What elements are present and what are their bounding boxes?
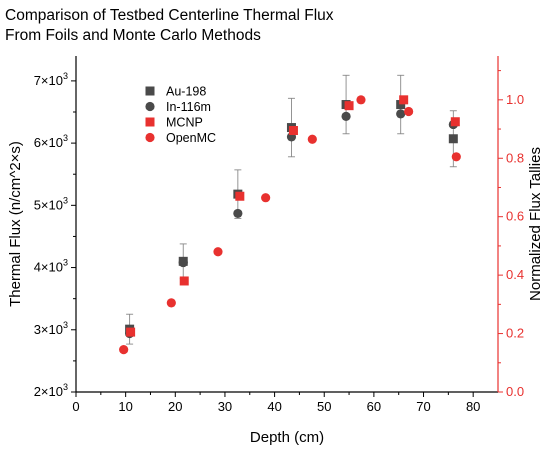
x-tick-label: 40: [267, 399, 281, 414]
in-116m-point: [396, 109, 406, 119]
y-axis-label: Thermal Flux (n/cm^2×s): [7, 141, 24, 307]
y2-tick-label: 1.0: [506, 92, 524, 107]
legend-label: In-116m: [166, 100, 211, 114]
x-tick-label: 10: [118, 399, 132, 414]
y-tick-label: 6×103: [34, 133, 68, 150]
data-marks: [119, 95, 461, 355]
in-116m-point: [341, 111, 351, 121]
y2-tick-label: 0.6: [506, 209, 524, 224]
chart-title-line-2: From Foils and Monte Carlo Methods: [5, 27, 261, 44]
mcnp-point: [450, 117, 460, 127]
x-tick-label: 0: [72, 399, 79, 414]
y-tick-label: 2×103: [34, 382, 68, 399]
legend-marker: [145, 132, 155, 143]
au-198-point: [396, 100, 406, 110]
x-tick-label: 60: [367, 399, 381, 414]
x-tick-label: 20: [168, 399, 182, 414]
openmc-point: [307, 134, 317, 144]
openmc-point: [356, 95, 366, 105]
mcnp-point: [344, 101, 354, 111]
x-tick-label: 80: [466, 399, 480, 414]
openmc-point: [213, 247, 223, 257]
openmc-point: [404, 106, 414, 117]
axes: 0 10 20 30 40 50 60 70 80 2×103 3×103 4×103 5×103 6×1…: [34, 56, 524, 414]
x-tick-label: 30: [218, 399, 232, 414]
in-116m-point: [233, 208, 243, 219]
y-tick-label: 3×103: [34, 320, 68, 337]
openmc-point: [451, 152, 461, 162]
au-198-point: [448, 134, 458, 144]
y2-tick-label: 0.4: [506, 267, 524, 282]
openmc-point: [119, 345, 129, 355]
legend-marker: [145, 117, 155, 127]
y2-tick-label: 0.8: [506, 150, 524, 165]
mcnp-point: [126, 327, 136, 337]
mcnp-point: [288, 126, 298, 136]
y2-axis-label: Normalized Flux Tallies: [527, 147, 544, 301]
mcnp-point: [235, 191, 245, 201]
x-axis-label: Depth (cm): [250, 429, 324, 446]
openmc-point: [261, 193, 271, 203]
y-tick-label: 4×103: [34, 258, 68, 275]
y-tick-label: 5×103: [34, 195, 68, 212]
y2-tick-label: 0.2: [506, 326, 524, 341]
mcnp-point: [399, 95, 409, 105]
legend-marker: [145, 101, 155, 112]
legend-label: Au-198: [166, 85, 206, 99]
legend-marker: [145, 86, 155, 96]
mcnp-point: [179, 276, 189, 286]
x-tick-label: 50: [317, 399, 331, 414]
legend-label: OpenMC: [166, 131, 216, 145]
x-tick-label: 70: [416, 399, 430, 414]
openmc-point: [166, 298, 176, 308]
in-116m-point: [178, 257, 188, 268]
y2-tick-label: 0.0: [506, 384, 524, 399]
chart-title-line-1: Comparison of Testbed Centerline Thermal…: [5, 7, 334, 24]
legend-label: MCNP: [166, 116, 203, 130]
y-tick-label: 7×103: [34, 71, 68, 88]
